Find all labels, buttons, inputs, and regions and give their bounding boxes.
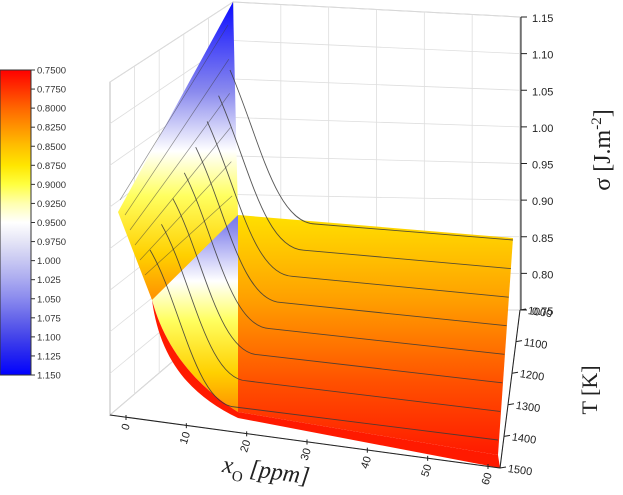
contour-line (139, 161, 232, 261)
z-tick-label: 0.85 (532, 233, 553, 245)
surface-steep-wall (118, 2, 238, 300)
t-tick (511, 371, 519, 374)
colorbar-tick-label: 0.8250 (37, 123, 66, 134)
t-axis-title: T [K] (577, 365, 602, 414)
colorbar-tick-label: 0.9000 (37, 180, 66, 191)
colorbar-tick-label: 0.8000 (37, 104, 66, 115)
x-tick-label: 0 (120, 422, 133, 432)
x-axis-title: xO [ppm] (219, 452, 311, 495)
contour-line (134, 127, 231, 246)
z-axis-title: σ [J.m-2] (589, 109, 616, 190)
colorbar-tick-label: 0.8500 (37, 142, 66, 153)
surface (118, 2, 513, 468)
z-axis: 0.75 0.80 0.85 0.90 0.95 1.00 1.05 1.10 1.15 σ [… (520, 13, 616, 318)
colorbar-bar (0, 69, 32, 376)
t-axis-line (499, 309, 521, 469)
contour-line (119, 24, 229, 201)
t-tick-label: 1000 (527, 305, 553, 320)
t-tick (515, 340, 523, 343)
x-tick-label: 40 (359, 455, 374, 470)
colorbar-tick-label: 0.9250 (37, 199, 66, 210)
t-tick (519, 308, 527, 311)
contour-line (149, 249, 499, 441)
t-tick-label: 1100 (523, 337, 548, 352)
t-tick (507, 403, 515, 406)
colorbar-tick-labels: 0.7500 0.7750 0.8000 0.8250 0.8500 0.8750 0.90… (31, 66, 66, 382)
t-axis: 1000 1100 1200 1300 1400 1500 T [K] (499, 305, 602, 478)
z-axis-title-sup: -2 (589, 117, 605, 130)
t-tick (499, 466, 507, 469)
colorbar-tick-label: 1.150 (37, 371, 61, 382)
colorbar-tick-label: 1.025 (37, 275, 61, 286)
x-tick-label: 20 (238, 439, 253, 454)
x-tick-label: 30 (299, 447, 314, 462)
z-tick-label: 1.10 (532, 50, 553, 62)
t-tick-labels: 1000 1100 1200 1300 1400 1500 (499, 305, 553, 478)
colorbar-tick-label: 0.8750 (37, 161, 66, 172)
z-tick-label: 1.15 (532, 13, 553, 25)
t-tick-label: 1200 (519, 368, 545, 383)
colorbar-tick-label: 1.125 (37, 351, 61, 362)
colorbar: 0.7500 0.7750 0.8000 0.8250 0.8500 0.8750 0.90… (0, 66, 66, 382)
z-tick-label: 0.80 (532, 269, 553, 281)
z-tick-label: 1.00 (532, 123, 553, 135)
contour-line (218, 95, 511, 270)
x-tick-label: 10 (178, 430, 193, 445)
t-tick-label: 1400 (511, 431, 537, 446)
x-tick-label: 60 (480, 471, 495, 486)
contour-line (124, 58, 230, 216)
z-tick-label: 0.90 (532, 196, 553, 208)
colorbar-tick-label: 1.000 (37, 256, 61, 267)
contour-line (129, 93, 230, 231)
colorbar-tick-label: 0.9500 (37, 218, 66, 229)
contour-line (206, 121, 509, 298)
x-axis-line (109, 414, 501, 469)
contour-line (195, 146, 507, 327)
colorbar-tick-label: 1.050 (37, 294, 61, 305)
colorbar-tick-label: 0.7750 (37, 85, 66, 96)
colorbar-tick-label: 1.100 (37, 332, 61, 343)
colorbar-tick-label: 0.7500 (37, 66, 66, 77)
colorbar-tick-label: 1.075 (37, 313, 61, 324)
colorbar-tick-label: 0.9750 (37, 237, 66, 248)
z-tick-label: 0.95 (532, 160, 553, 172)
t-tick-label: 1300 (515, 400, 541, 415)
z-tick-label: 0.75 (532, 306, 553, 318)
contour-lines (119, 24, 514, 441)
contour-line (183, 172, 505, 355)
contour-line (144, 195, 233, 276)
gridline-z (109, 1, 234, 83)
z-tick-label: 1.05 (532, 86, 553, 98)
t-tick (503, 434, 511, 437)
z-tick-labels: 0.75 0.80 0.85 0.90 0.95 1.00 1.05 1.10 1.15 (521, 13, 553, 318)
x-axis-title-sub: O (231, 468, 244, 485)
contour-line (172, 198, 503, 384)
contour-line (229, 69, 514, 241)
surface-front-fill (152, 300, 500, 468)
x-tick-labels: 0 10 20 30 40 50 60 (120, 415, 495, 487)
x-tick-label: 50 (419, 463, 434, 478)
contour-line (161, 224, 501, 412)
t-tick-label: 1500 (507, 463, 533, 478)
surface-plateau (238, 215, 513, 455)
